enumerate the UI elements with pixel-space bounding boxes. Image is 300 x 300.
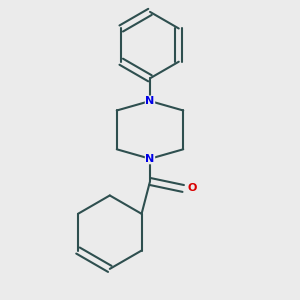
Text: N: N xyxy=(146,154,154,164)
Text: N: N xyxy=(146,96,154,106)
Text: O: O xyxy=(187,184,196,194)
